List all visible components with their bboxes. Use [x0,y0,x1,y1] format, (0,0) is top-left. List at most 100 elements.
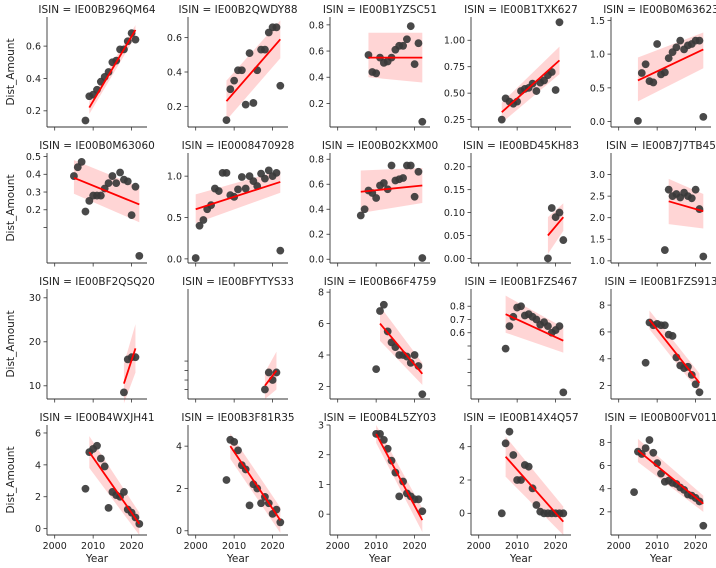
data-point [630,488,638,497]
data-point [222,116,231,125]
data-point [199,216,208,224]
y-tick-label: 0.4 [26,74,41,85]
y-tick-label: 0 [318,510,324,521]
facet-panel: ISIN = IE00B7J7TB45 1.0 1.5 2.0 2.5 3.0 [590,140,716,267]
x-tick-label: 2010 [81,541,105,552]
data-point [360,205,369,214]
y-tick-label: 0.0 [309,255,324,266]
y-tick-label: 1.0 [590,256,605,267]
data-point [414,39,423,48]
facet-panel: ISIN = IE00B3F81R35 0 2 4 2000 2010 2020 Year [176,412,295,565]
data-point [676,36,685,45]
x-tick-label: 2010 [645,541,669,552]
data-point [672,43,681,52]
data-point [131,35,140,44]
y-tick-label: 0.25 [444,115,465,126]
regression-line [637,449,704,505]
y-tick-label: 0.6 [26,42,41,53]
regression-line [668,200,704,213]
y-tick-label: 0.4 [309,73,324,84]
data-point [497,115,506,124]
data-point [399,174,407,182]
y-tick-label: 3 [318,420,324,431]
y-tick-label: 0.15 [444,185,465,196]
y-tick-label: 0.6 [309,46,324,57]
data-point [410,60,419,69]
y-tick-label: 0.5 [167,213,182,224]
panel-title: ISIN = IE00B4L5ZY03 [324,412,437,424]
panel-title: ISIN = IE00B3F81R35 [181,412,294,424]
data-point [372,365,381,374]
y-tick-label: 2 [599,507,605,518]
data-point [379,179,388,187]
x-tick-label: 2020 [403,541,427,552]
facet-panel: ISIN = IE00B0M63060 0.2 0.3 0.4 0.5 Dist_Amou… [5,140,155,267]
facet-panel: ISIN = IE00BF2QSQ20 10 20 30 Dist_Amount [5,276,155,404]
data-point [501,344,510,353]
y-tick-label: 0.8 [309,20,324,31]
panel-title: ISIN = IE00B296QM64 [38,4,156,16]
data-point [230,76,239,85]
y-axis-label: Dist_Amount [5,310,17,377]
data-point [410,351,419,359]
y-tick-label: 0.50 [444,89,465,100]
regression-line [195,181,281,211]
data-point [356,211,365,220]
data-point [234,185,242,194]
y-tick-label: 2 [599,381,605,392]
data-point [699,521,708,530]
data-point [414,495,423,504]
data-point [660,321,669,330]
y-tick-label: 0.8 [309,155,324,166]
panel-title: ISIN = IE00BF2QSQ20 [39,276,155,288]
data-point [544,254,552,263]
data-point [395,492,404,501]
data-point [120,388,128,397]
data-point [77,157,86,166]
y-tick-label: 0.10 [444,208,465,219]
y-tick-label: 0.5 [26,152,41,163]
panel-title: ISIN = IE00B4WXJH41 [39,412,154,424]
y-tick-label: 0.2 [26,205,41,216]
facet-panel: ISIN = IE00BD45KH83 0.00 0.05 0.10 0.15 0.20 [444,140,579,267]
data-point [641,60,650,69]
y-tick-label: 4 [176,442,182,453]
confidence-band [505,295,564,353]
y-tick-label: 0 [459,509,465,520]
data-point [249,99,258,107]
y-tick-label: 6 [35,428,41,439]
data-point [276,81,285,90]
y-tick-label: 0.0 [590,117,605,128]
data-point [505,427,514,436]
data-point [96,191,105,200]
y-tick-label: 0.75 [444,62,465,73]
regression-line [360,184,423,193]
y-tick-label: 8 [318,288,324,299]
data-point [104,503,113,512]
panel-title: ISIN = IE00B2QWDY88 [178,4,297,16]
y-axis-label: Dist_Amount [5,174,17,241]
facet-panel: ISIN = IE00B4L5ZY03 0 1 2 3 2000 2010 2020 Year [318,412,436,565]
y-tick-label: 0.00 [444,254,465,265]
data-point [555,208,564,217]
data-point [96,454,105,463]
data-point [699,112,708,121]
x-axis-label: Year [368,553,392,565]
regression-line [379,322,423,375]
y-tick-label: 4 [599,354,605,365]
data-point [649,448,658,457]
regression-line [229,445,282,521]
data-point [104,179,113,188]
data-point [641,358,650,367]
x-axis-label: Year [85,553,109,565]
data-point [517,302,525,311]
x-tick-label: 2010 [222,541,246,552]
facet-panel: ISIN = IE00B1FZS913 2 4 6 8 [599,276,716,403]
y-tick-label: 2.0 [590,213,605,224]
y-tick-label: 0.4 [167,67,182,78]
data-point [234,446,242,455]
data-point [660,68,669,77]
data-point [264,368,273,377]
data-point [555,322,564,331]
